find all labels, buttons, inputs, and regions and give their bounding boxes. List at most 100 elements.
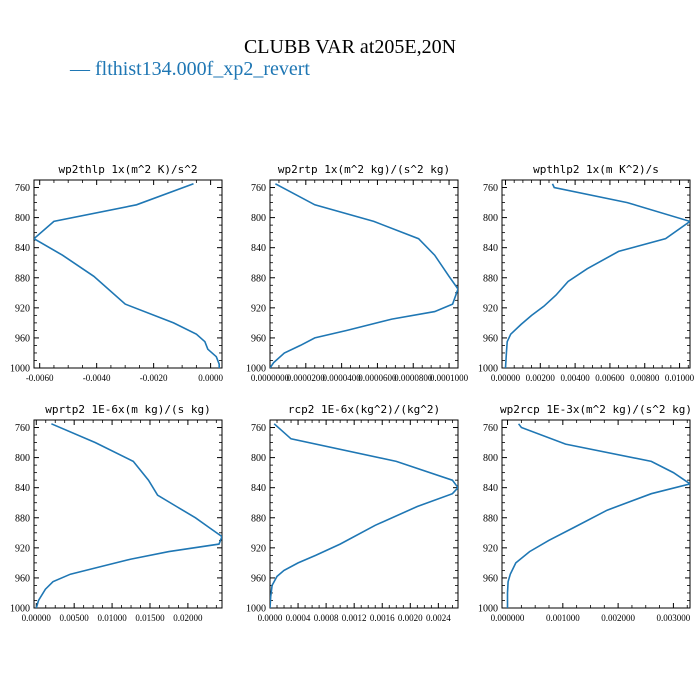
- series-line: [506, 423, 690, 608]
- y-tick-label: 920: [251, 303, 266, 314]
- axes-frame: [269, 179, 459, 369]
- x-tick-label: 0.001000: [546, 613, 580, 623]
- subplot-title: wprtp2 1E-6x(m kg)/(s kg): [45, 403, 211, 416]
- x-tick-label: 0.0024: [426, 613, 451, 623]
- y-tick-label: 960: [15, 333, 30, 344]
- subplot-title: wp2rcp 1E-3x(m^2 kg)/(s^2 kg): [500, 403, 692, 416]
- subplot-2: wp2rtp 1x(m^2 kg)/(s^2 kg) 760 800 840 880 92…: [246, 163, 469, 383]
- y-tick-label: 960: [15, 573, 30, 584]
- x-tick-label: 0.01000: [665, 373, 695, 383]
- x-tick-label: 0.000000: [491, 613, 525, 623]
- y-tick-label: 840: [483, 243, 498, 254]
- x-tick-label: 0.0000: [198, 373, 223, 383]
- y-tick-label: 800: [251, 213, 266, 224]
- y-tick-label: 1000: [478, 364, 498, 375]
- y-tick-label: 920: [483, 303, 498, 314]
- subplot-4: wprtp2 1E-6x(m kg)/(s kg) 760 800 840 880 920…: [10, 403, 223, 623]
- series-line: [270, 423, 458, 608]
- subplot-title: wpthlp2 1x(m K^2)/s: [533, 163, 659, 176]
- y-tick-label: 840: [483, 483, 498, 494]
- x-tick-label: 0.00800: [630, 373, 660, 383]
- x-tick-label: -0.0020: [140, 373, 168, 383]
- x-tick-label: -0.0040: [83, 373, 111, 383]
- y-tick-label: 880: [251, 513, 266, 524]
- x-tick-label: 0.0000600: [358, 373, 397, 383]
- x-tick-label: 0.0020: [398, 613, 423, 623]
- y-tick-label: 960: [251, 333, 266, 344]
- y-tick-label: 960: [251, 573, 266, 584]
- y-tick-label: 760: [251, 423, 266, 434]
- y-tick-label: 880: [15, 513, 30, 524]
- y-tick-label: 1000: [246, 604, 266, 615]
- x-tick-label: 0.0016: [370, 613, 395, 623]
- subplot-1: wp2thlp 1x(m^2 K)/s^2 760 800 840 880 920 960 1…: [10, 163, 223, 383]
- subplot-title: rcp2 1E-6x(kg^2)/(kg^2): [288, 403, 440, 416]
- y-tick-label: 840: [15, 243, 30, 254]
- y-tick-label: 840: [15, 483, 30, 494]
- x-tick-label: 0.00400: [560, 373, 590, 383]
- y-tick-label: 1000: [10, 604, 30, 615]
- y-tick-label: 760: [15, 183, 30, 194]
- x-tick-label: 0.01000: [97, 613, 127, 623]
- axes-frame: [33, 179, 223, 369]
- y-tick-label: 880: [251, 273, 266, 284]
- subplot-6: wp2rcp 1E-3x(m^2 kg)/(s^2 kg)760 800 840 88…: [478, 403, 692, 623]
- x-tick-label: 0.0000000: [251, 373, 290, 383]
- axes-frame: [33, 419, 223, 609]
- y-tick-label: 800: [483, 453, 498, 464]
- axes-frame: [501, 419, 691, 609]
- y-tick-label: 800: [483, 213, 498, 224]
- legend-label: flthist134.000f_xp2_revert: [95, 58, 310, 80]
- x-tick-label: 0.02000: [173, 613, 203, 623]
- legend-entry: — flthist134.000f_xp2_revert: [70, 58, 310, 81]
- subplot-title: wp2rtp 1x(m^2 kg)/(s^2 kg): [278, 163, 450, 176]
- series-line: [34, 183, 220, 368]
- y-tick-label: 920: [251, 543, 266, 554]
- y-tick-label: 880: [15, 273, 30, 284]
- y-tick-label: 960: [483, 333, 498, 344]
- y-tick-label: 840: [251, 483, 266, 494]
- x-tick-label: 0.0001000: [430, 373, 469, 383]
- series-line: [35, 423, 222, 608]
- y-tick-label: 920: [15, 303, 30, 314]
- subplot-3: wpthlp2 1x(m K^2)/s 760 800 840 880 920 960 100…: [478, 163, 695, 383]
- axes-frame: [269, 419, 459, 609]
- x-tick-label: 0.0000800: [394, 373, 433, 383]
- x-tick-label: 0.0004: [286, 613, 311, 623]
- y-tick-label: 920: [15, 543, 30, 554]
- x-tick-label: 0.0012: [342, 613, 367, 623]
- x-tick-label: 0.0000200: [287, 373, 326, 383]
- x-tick-label: -0.0060: [26, 373, 54, 383]
- x-tick-label: 0.0000400: [322, 373, 361, 383]
- y-tick-label: 920: [483, 543, 498, 554]
- y-tick-label: 840: [251, 243, 266, 254]
- series-line: [504, 183, 690, 368]
- y-tick-label: 1000: [246, 364, 266, 375]
- x-tick-label: 0.0008: [314, 613, 339, 623]
- x-tick-label: 0.002000: [601, 613, 635, 623]
- y-tick-label: 960: [483, 573, 498, 584]
- y-tick-label: 760: [15, 423, 30, 434]
- y-tick-label: 760: [251, 183, 266, 194]
- x-tick-label: 0.003000: [657, 613, 691, 623]
- series-line: [270, 183, 458, 368]
- figure-title: CLUBB VAR at205E,20N: [243, 36, 457, 58]
- axes-frame: [501, 179, 691, 369]
- y-tick-label: 1000: [478, 604, 498, 615]
- subplot-title: wp2thlp 1x(m^2 K)/s^2: [58, 163, 197, 176]
- x-tick-label: 0.00500: [60, 613, 90, 623]
- y-tick-label: 800: [251, 453, 266, 464]
- x-tick-label: 0.00000: [491, 373, 521, 383]
- subplot-5: rcp2 1E-6x(kg^2)/(kg^2) 760 800 840 880 920 96…: [246, 403, 459, 623]
- x-tick-label: 0.0000: [258, 613, 283, 623]
- y-tick-label: 880: [483, 513, 498, 524]
- x-tick-label: 0.00000: [22, 613, 52, 623]
- y-tick-label: 760: [483, 423, 498, 434]
- legend-line-marker: —: [70, 58, 95, 80]
- y-tick-label: 880: [483, 273, 498, 284]
- y-tick-label: 800: [15, 213, 30, 224]
- y-tick-label: 1000: [10, 364, 30, 375]
- x-tick-label: 0.01500: [135, 613, 165, 623]
- x-tick-label: 0.00200: [526, 373, 556, 383]
